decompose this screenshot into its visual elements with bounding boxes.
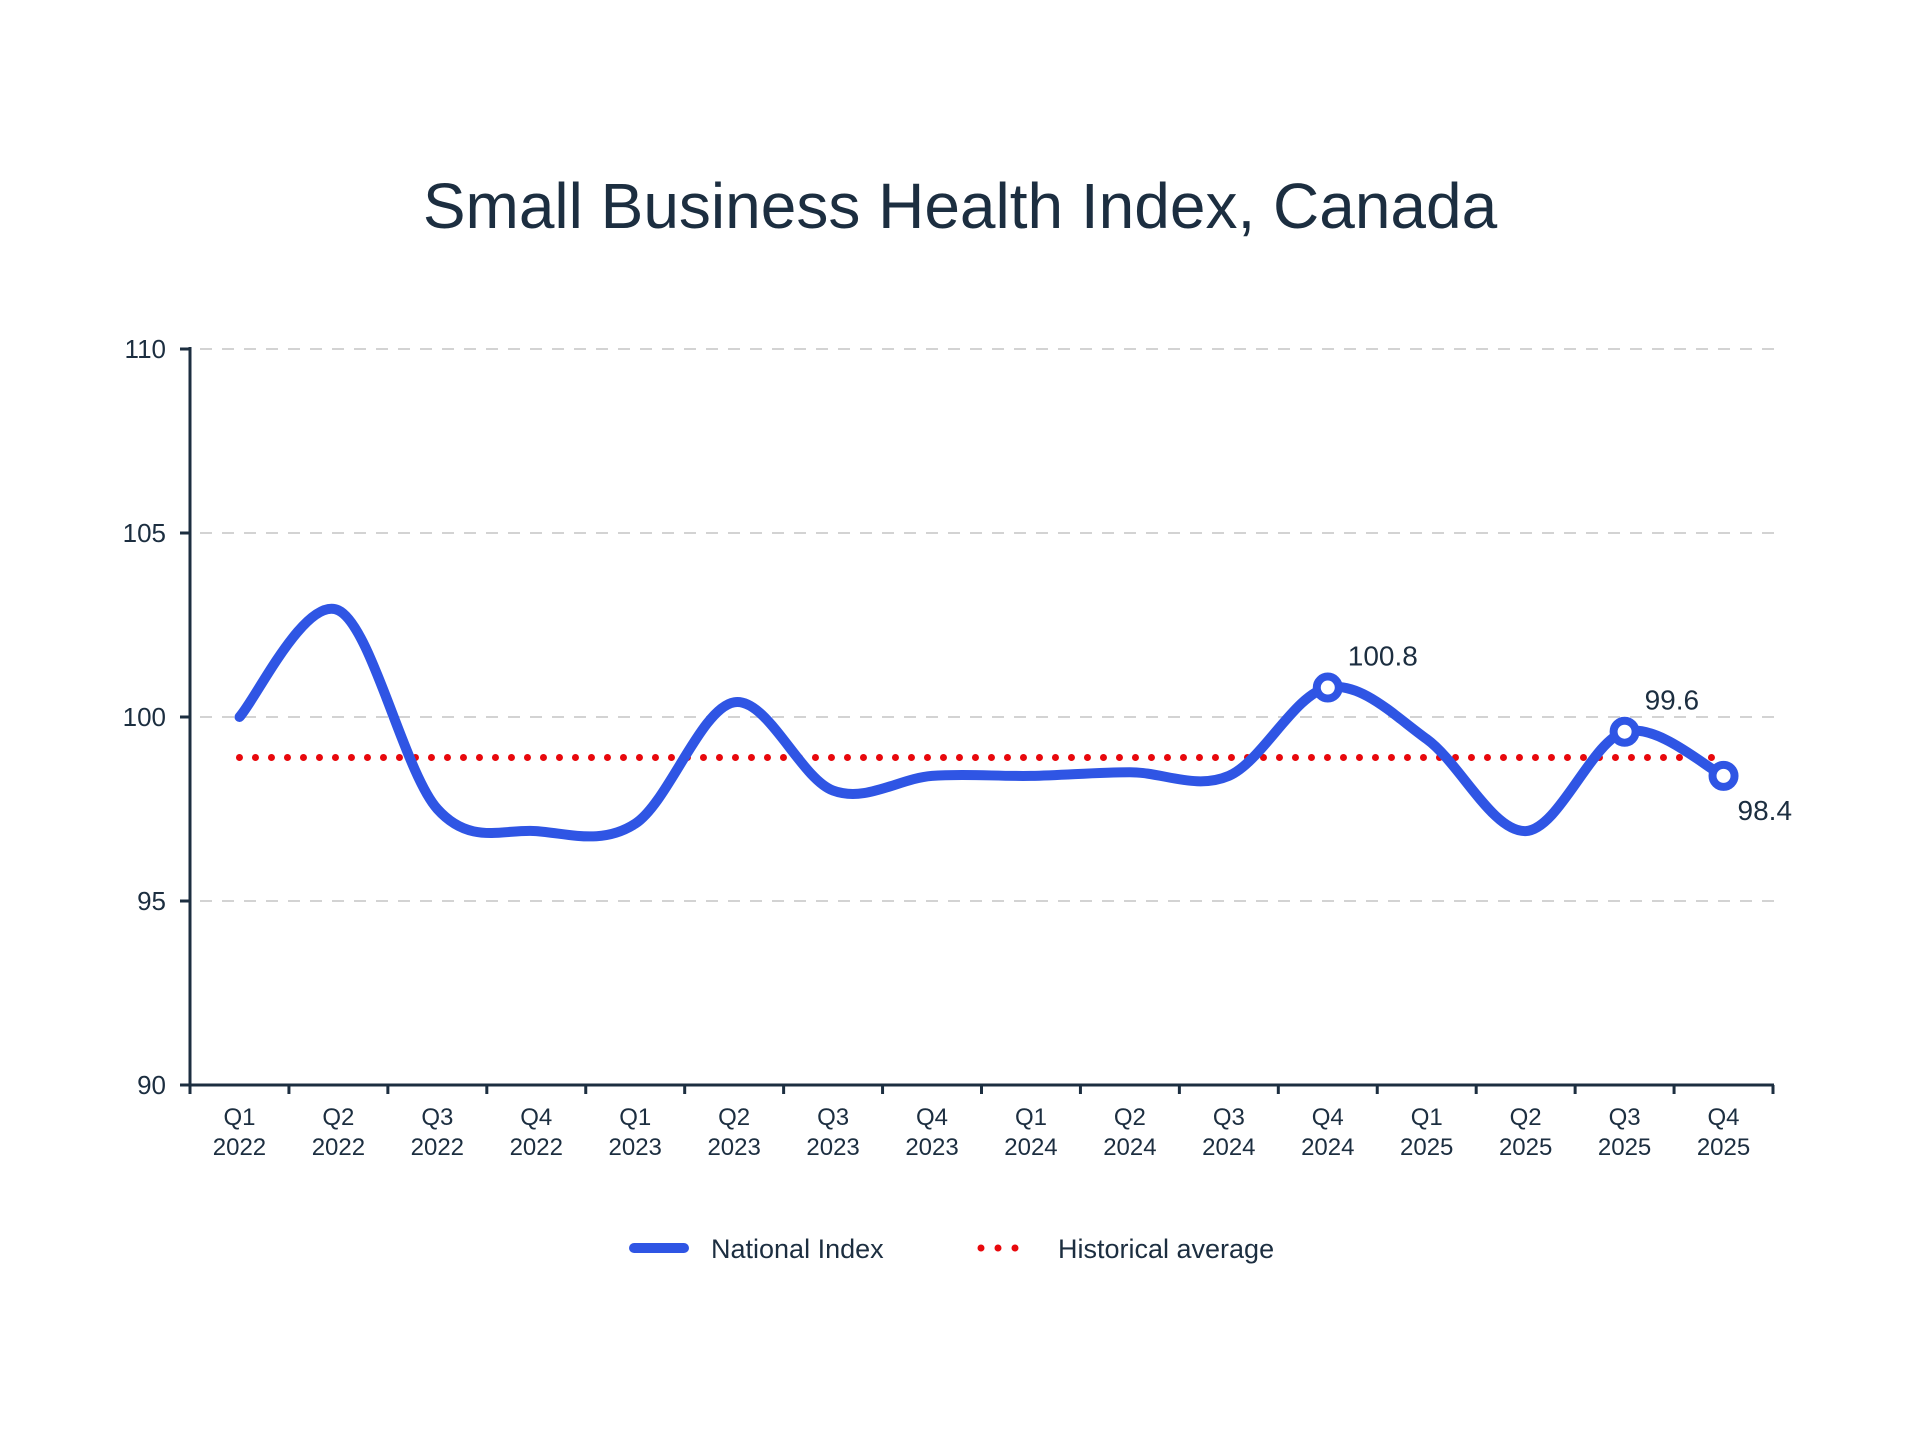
y-tick-label: 95 bbox=[137, 886, 166, 916]
chart-title: Small Business Health Index, Canada bbox=[423, 170, 1498, 242]
x-tick-label-year: 2022 bbox=[213, 1134, 266, 1161]
x-tick-label-year: 2025 bbox=[1697, 1134, 1750, 1161]
annotations: 100.8 99.6 98.4 bbox=[1312, 641, 1793, 826]
x-tick-label-year: 2024 bbox=[1301, 1134, 1354, 1161]
x-tick-label-year: 2024 bbox=[1103, 1134, 1156, 1161]
x-tick-label-year: 2022 bbox=[510, 1134, 563, 1161]
x-tick-label-year: 2025 bbox=[1598, 1134, 1651, 1161]
y-tick-label: 100 bbox=[123, 702, 166, 732]
x-tick-label-year: 2024 bbox=[1202, 1134, 1255, 1161]
x-tick-label-quarter: Q3 bbox=[1609, 1104, 1641, 1131]
x-tick-label-quarter: Q2 bbox=[1510, 1104, 1542, 1131]
x-tick-label-year: 2025 bbox=[1499, 1134, 1552, 1161]
x-tick-label-quarter: Q4 bbox=[1312, 1104, 1344, 1131]
x-tick-label-year: 2023 bbox=[806, 1134, 859, 1161]
x-tick-label-year: 2022 bbox=[312, 1134, 365, 1161]
x-tick-label-year: 2024 bbox=[1004, 1134, 1057, 1161]
x-axis: Q1 2022 Q2 2022 Q3 2022 Q4 2022 Q1 2023 Q2 2023 Q3 20… bbox=[180, 1083, 1775, 1161]
data-point-marker bbox=[1609, 716, 1640, 747]
x-tick-label-quarter: Q3 bbox=[1213, 1104, 1245, 1131]
x-tick-label-quarter: Q4 bbox=[520, 1104, 552, 1131]
x-tick-label-quarter: Q2 bbox=[322, 1104, 354, 1131]
x-tick-label-quarter: Q1 bbox=[1411, 1104, 1443, 1131]
data-label: 100.8 bbox=[1348, 641, 1418, 672]
y-axis: 90 95 100 105 110 bbox=[123, 334, 192, 1100]
data-label: 99.6 bbox=[1645, 685, 1700, 716]
x-tick-label-year: 2025 bbox=[1400, 1134, 1453, 1161]
x-tick-label-quarter: Q1 bbox=[619, 1104, 651, 1131]
data-label: 98.4 bbox=[1738, 795, 1793, 826]
x-tick-label-year: 2022 bbox=[411, 1134, 464, 1161]
legend: National Index Historical average bbox=[629, 1234, 1274, 1264]
x-tick-label-quarter: Q2 bbox=[1114, 1104, 1146, 1131]
x-tick-label-year: 2023 bbox=[707, 1134, 760, 1161]
x-tick-label-quarter: Q2 bbox=[718, 1104, 750, 1131]
y-tick-label: 110 bbox=[125, 334, 166, 364]
x-tick-label-quarter: Q1 bbox=[1015, 1104, 1047, 1131]
x-tick-label-year: 2023 bbox=[905, 1134, 958, 1161]
gridlines bbox=[200, 348, 1775, 902]
data-point-marker bbox=[1312, 672, 1343, 703]
x-tick-label-quarter: Q4 bbox=[916, 1104, 948, 1131]
legend-label-historical-average: Historical average bbox=[1058, 1234, 1274, 1264]
data-point-marker bbox=[1708, 760, 1739, 791]
x-tick-label-quarter: Q3 bbox=[421, 1104, 453, 1131]
legend-label-national-index: National Index bbox=[711, 1234, 884, 1264]
x-tick-label-year: 2023 bbox=[609, 1134, 662, 1161]
x-tick-label-quarter: Q4 bbox=[1708, 1104, 1740, 1131]
x-tick-label-quarter: Q3 bbox=[817, 1104, 849, 1131]
y-tick-label: 90 bbox=[137, 1070, 166, 1100]
national-index-line bbox=[234, 603, 1729, 842]
series-layer bbox=[234, 603, 1729, 842]
x-tick-label-quarter: Q1 bbox=[223, 1104, 255, 1131]
y-tick-label: 105 bbox=[123, 518, 166, 548]
